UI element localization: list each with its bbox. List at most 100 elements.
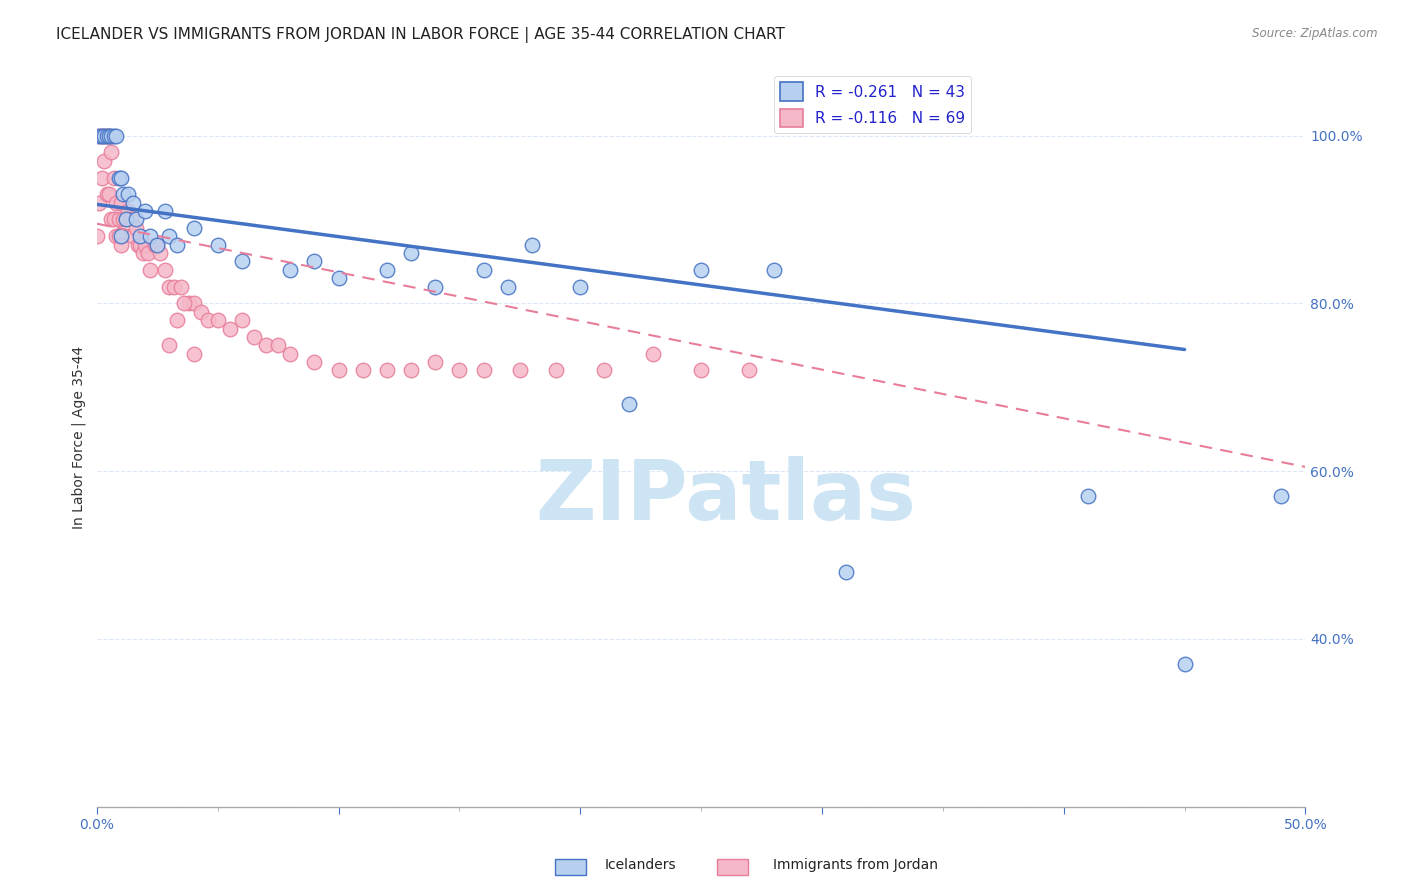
Point [375,262,398,277]
Point [90,128,112,143]
Point [103,170,125,185]
Point [173,296,195,310]
Point [107,170,129,185]
Point [100,145,122,160]
Point [93,128,115,143]
Point [110,195,132,210]
Point [97,128,120,143]
Point [304,355,326,369]
Point [1077,489,1099,503]
Point [143,237,166,252]
Point [149,246,172,260]
Point [90,128,112,143]
Point [231,313,253,327]
Point [139,262,162,277]
Point [472,363,495,377]
Point [105,195,128,210]
Point [352,363,374,377]
Point [304,254,326,268]
Point [1173,657,1195,671]
Point [103,128,125,143]
Point [267,338,290,352]
Point [89,128,111,143]
Point [243,330,266,344]
Point [569,279,592,293]
Point [166,237,188,252]
Point [157,229,180,244]
Point [115,212,138,227]
Text: Icelanders: Icelanders [605,858,676,872]
Point [207,237,229,252]
Point [197,313,219,327]
Legend: R = -0.261   N = 43, R = -0.116   N = 69: R = -0.261 N = 43, R = -0.116 N = 69 [773,76,972,133]
Point [617,397,640,411]
Point [231,254,253,268]
Text: ZIPatlas: ZIPatlas [534,456,915,537]
Point [183,296,205,310]
Point [136,246,159,260]
Point [93,128,115,143]
Point [254,338,277,352]
Point [738,363,761,377]
Point [449,363,471,377]
Point [97,187,120,202]
Point [157,279,180,293]
Point [90,170,112,185]
Point [110,237,132,252]
Point [97,128,120,143]
Point [103,212,125,227]
Point [190,304,212,318]
Point [170,279,193,293]
Point [166,313,188,327]
Point [93,153,115,168]
Point [134,237,156,252]
Point [278,262,301,277]
Point [107,229,129,244]
Point [690,262,713,277]
Text: ICELANDER VS IMMIGRANTS FROM JORDAN IN LABOR FORCE | AGE 35-44 CORRELATION CHART: ICELANDER VS IMMIGRANTS FROM JORDAN IN L… [56,27,785,43]
Point [163,279,186,293]
Point [96,187,118,202]
Point [593,363,616,377]
Point [472,262,495,277]
Point [122,229,145,244]
Point [425,279,447,293]
Point [110,170,132,185]
Point [129,237,152,252]
Point [278,347,301,361]
Point [399,246,422,260]
Point [100,128,122,143]
Point [496,279,519,293]
Point [375,363,398,377]
Point [183,220,205,235]
Point [177,296,200,310]
Point [546,363,568,377]
Point [641,347,664,361]
Point [218,321,240,335]
Point [157,338,180,352]
Point [509,363,531,377]
Text: Immigrants from Jordan: Immigrants from Jordan [773,858,938,872]
Text: Source: ZipAtlas.com: Source: ZipAtlas.com [1253,27,1378,40]
Point [183,347,205,361]
Point [146,237,169,252]
Point [146,237,169,252]
Point [89,128,111,143]
Point [115,212,138,227]
Point [153,204,176,219]
Point [124,220,146,235]
Point [129,229,152,244]
Point [117,204,139,219]
Point [96,128,118,143]
Point [328,363,350,377]
Point [153,262,176,277]
Point [100,212,122,227]
Point [105,128,128,143]
Point [127,237,149,252]
Point [86,229,108,244]
Point [117,187,139,202]
Point [1270,489,1292,503]
Point [96,128,118,143]
Point [107,212,129,227]
Point [112,187,135,202]
